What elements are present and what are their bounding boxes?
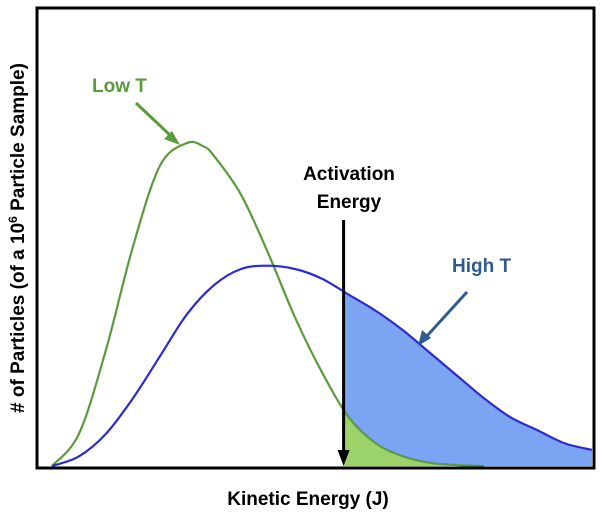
y-axis-label-superscript: 6 bbox=[6, 216, 20, 223]
activation-energy-arrow-head bbox=[337, 450, 350, 466]
high-t-annotation: High T bbox=[452, 256, 511, 277]
activation-energy-label-line1: Activation bbox=[303, 164, 395, 185]
x-axis-label: Kinetic Energy (J) bbox=[227, 489, 389, 510]
low-t-annotation-arrow bbox=[134, 101, 180, 145]
tail-fills bbox=[343, 291, 592, 466]
y-axis-label-prefix: # of Particles (of a 10 bbox=[8, 223, 29, 413]
high-t-annotation-arrow bbox=[418, 290, 469, 346]
high-t-curve bbox=[51, 264, 593, 468]
activation-energy-marker bbox=[337, 220, 350, 466]
low-t-annotation: Low T bbox=[92, 76, 147, 97]
y-axis-label: # of Particles (of a 106 Particle Sample… bbox=[6, 63, 29, 413]
high-t-tail-area bbox=[343, 291, 592, 466]
plot-frame bbox=[35, 6, 596, 470]
y-axis-label-suffix: Particle Sample) bbox=[8, 63, 29, 216]
low-t-tail-area bbox=[343, 408, 484, 466]
distribution-curves bbox=[51, 140, 593, 468]
activation-energy-label-line2: Energy bbox=[317, 192, 382, 213]
low-t-curve bbox=[51, 140, 485, 468]
